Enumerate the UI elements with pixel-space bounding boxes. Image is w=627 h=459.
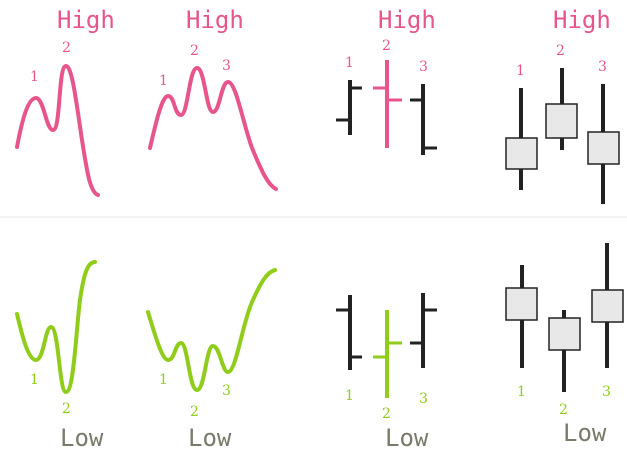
- head-shoulders-line-panel: 1 2 3: [150, 43, 276, 189]
- double-top-line-panel: 1 2: [17, 40, 98, 195]
- candle-2-body: [546, 104, 577, 138]
- double-bottom-curve: [17, 262, 95, 392]
- bar-label-2: 2: [382, 406, 391, 422]
- peak-label-2: 2: [190, 43, 199, 59]
- bottom-candles-panel: 1 2 3 Low: [506, 243, 623, 447]
- candle-label-3: 3: [602, 384, 611, 400]
- bar-label-1: 1: [345, 55, 354, 71]
- candle-3-body: [588, 132, 619, 164]
- double-top-curve: [17, 66, 98, 195]
- trough-label-3: 3: [222, 383, 231, 399]
- candle-3-body: [592, 290, 623, 322]
- candle-1-body: [506, 288, 537, 320]
- candle-label-1: 1: [517, 384, 526, 400]
- low-label-2: Low: [188, 424, 232, 452]
- high-label-4: High: [553, 6, 611, 34]
- double-bottom-line-panel: 1 2 Low: [17, 262, 104, 452]
- trough-label-1: 1: [159, 372, 168, 388]
- high-label-1: High: [57, 6, 115, 34]
- candle-1-body: [506, 138, 537, 169]
- low-label-3: Low: [385, 424, 429, 452]
- trough-label-1: 1: [30, 372, 39, 388]
- bar-label-3: 3: [419, 391, 428, 407]
- peak-label-3: 3: [222, 58, 231, 74]
- trough-label-2: 2: [62, 401, 71, 417]
- bar-label-2: 2: [382, 38, 391, 54]
- high-label-3: High: [378, 6, 436, 34]
- peak-label-1: 1: [30, 69, 39, 85]
- top-bars-panel: 1 2 3: [336, 38, 437, 155]
- peak-label-1: 1: [159, 73, 168, 89]
- candle-label-3: 3: [598, 59, 607, 75]
- head-shoulders-curve: [150, 68, 276, 189]
- candle-label-2: 2: [556, 43, 565, 59]
- candle-2-body: [549, 318, 580, 350]
- low-label-4: Low: [563, 419, 607, 447]
- high-label-2: High: [186, 6, 244, 34]
- candle-label-1: 1: [516, 63, 525, 79]
- top-candles-panel: 1 2 3: [506, 43, 619, 204]
- inverse-head-shoulders-line-panel: 1 2 3 Low: [148, 270, 275, 452]
- bar-label-3: 3: [419, 59, 428, 75]
- trough-label-2: 2: [190, 404, 199, 420]
- candle-label-2: 2: [559, 402, 568, 418]
- bar-label-1: 1: [345, 388, 354, 404]
- low-label-1: Low: [60, 424, 104, 452]
- peak-label-2: 2: [62, 40, 71, 56]
- bottom-bars-panel: 1 2 3 Low: [336, 293, 437, 452]
